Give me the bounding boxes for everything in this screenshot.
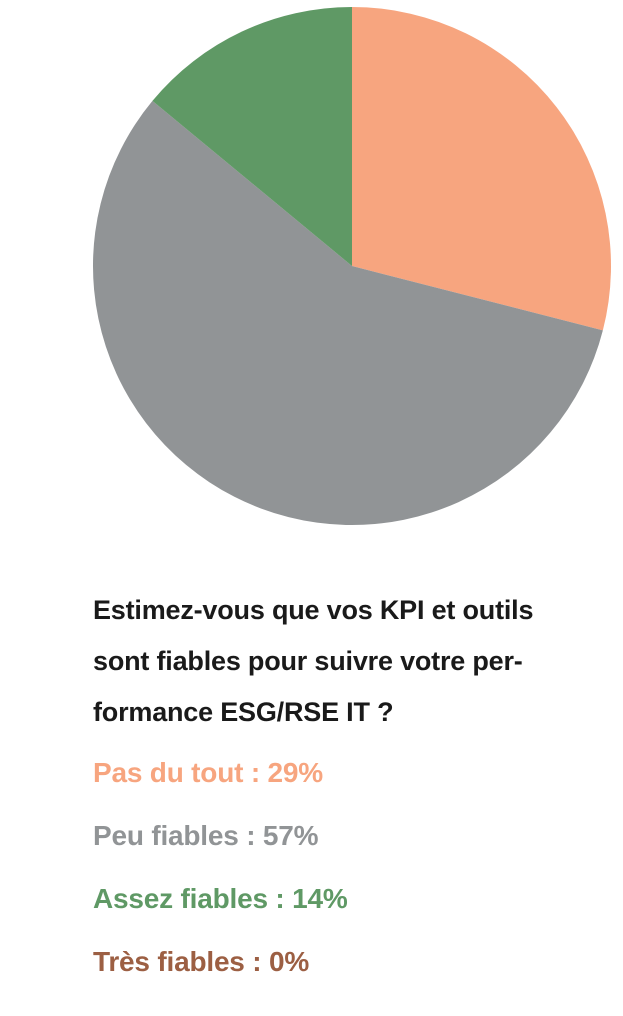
- legend-item-tres-fiables: Très fiables : 0%: [93, 946, 310, 977]
- question-line-2: sont fiables pour suivre votre per-: [93, 646, 523, 676]
- legend: Pas du tout : 29% Peu fiables : 57% Asse…: [93, 748, 348, 1000]
- chart-question: Estimez-vous que vos KPI et outils sont …: [93, 585, 618, 738]
- question-line-1: Estimez-vous que vos KPI et outils: [93, 595, 534, 625]
- pie-slice-peu-fiables: [92, 100, 603, 526]
- pie-slice-assez-fiables: [152, 7, 352, 266]
- pie-slice-pas-du-tout: [352, 7, 611, 331]
- pie-chart: [92, 7, 611, 526]
- legend-item-assez-fiables: Assez fiables : 14%: [93, 883, 348, 914]
- question-line-3: formance ESG/RSE IT ?: [93, 697, 394, 727]
- legend-item-pas-du-tout: Pas du tout : 29%: [93, 757, 323, 788]
- legend-item-peu-fiables: Peu fiables : 57%: [93, 820, 319, 851]
